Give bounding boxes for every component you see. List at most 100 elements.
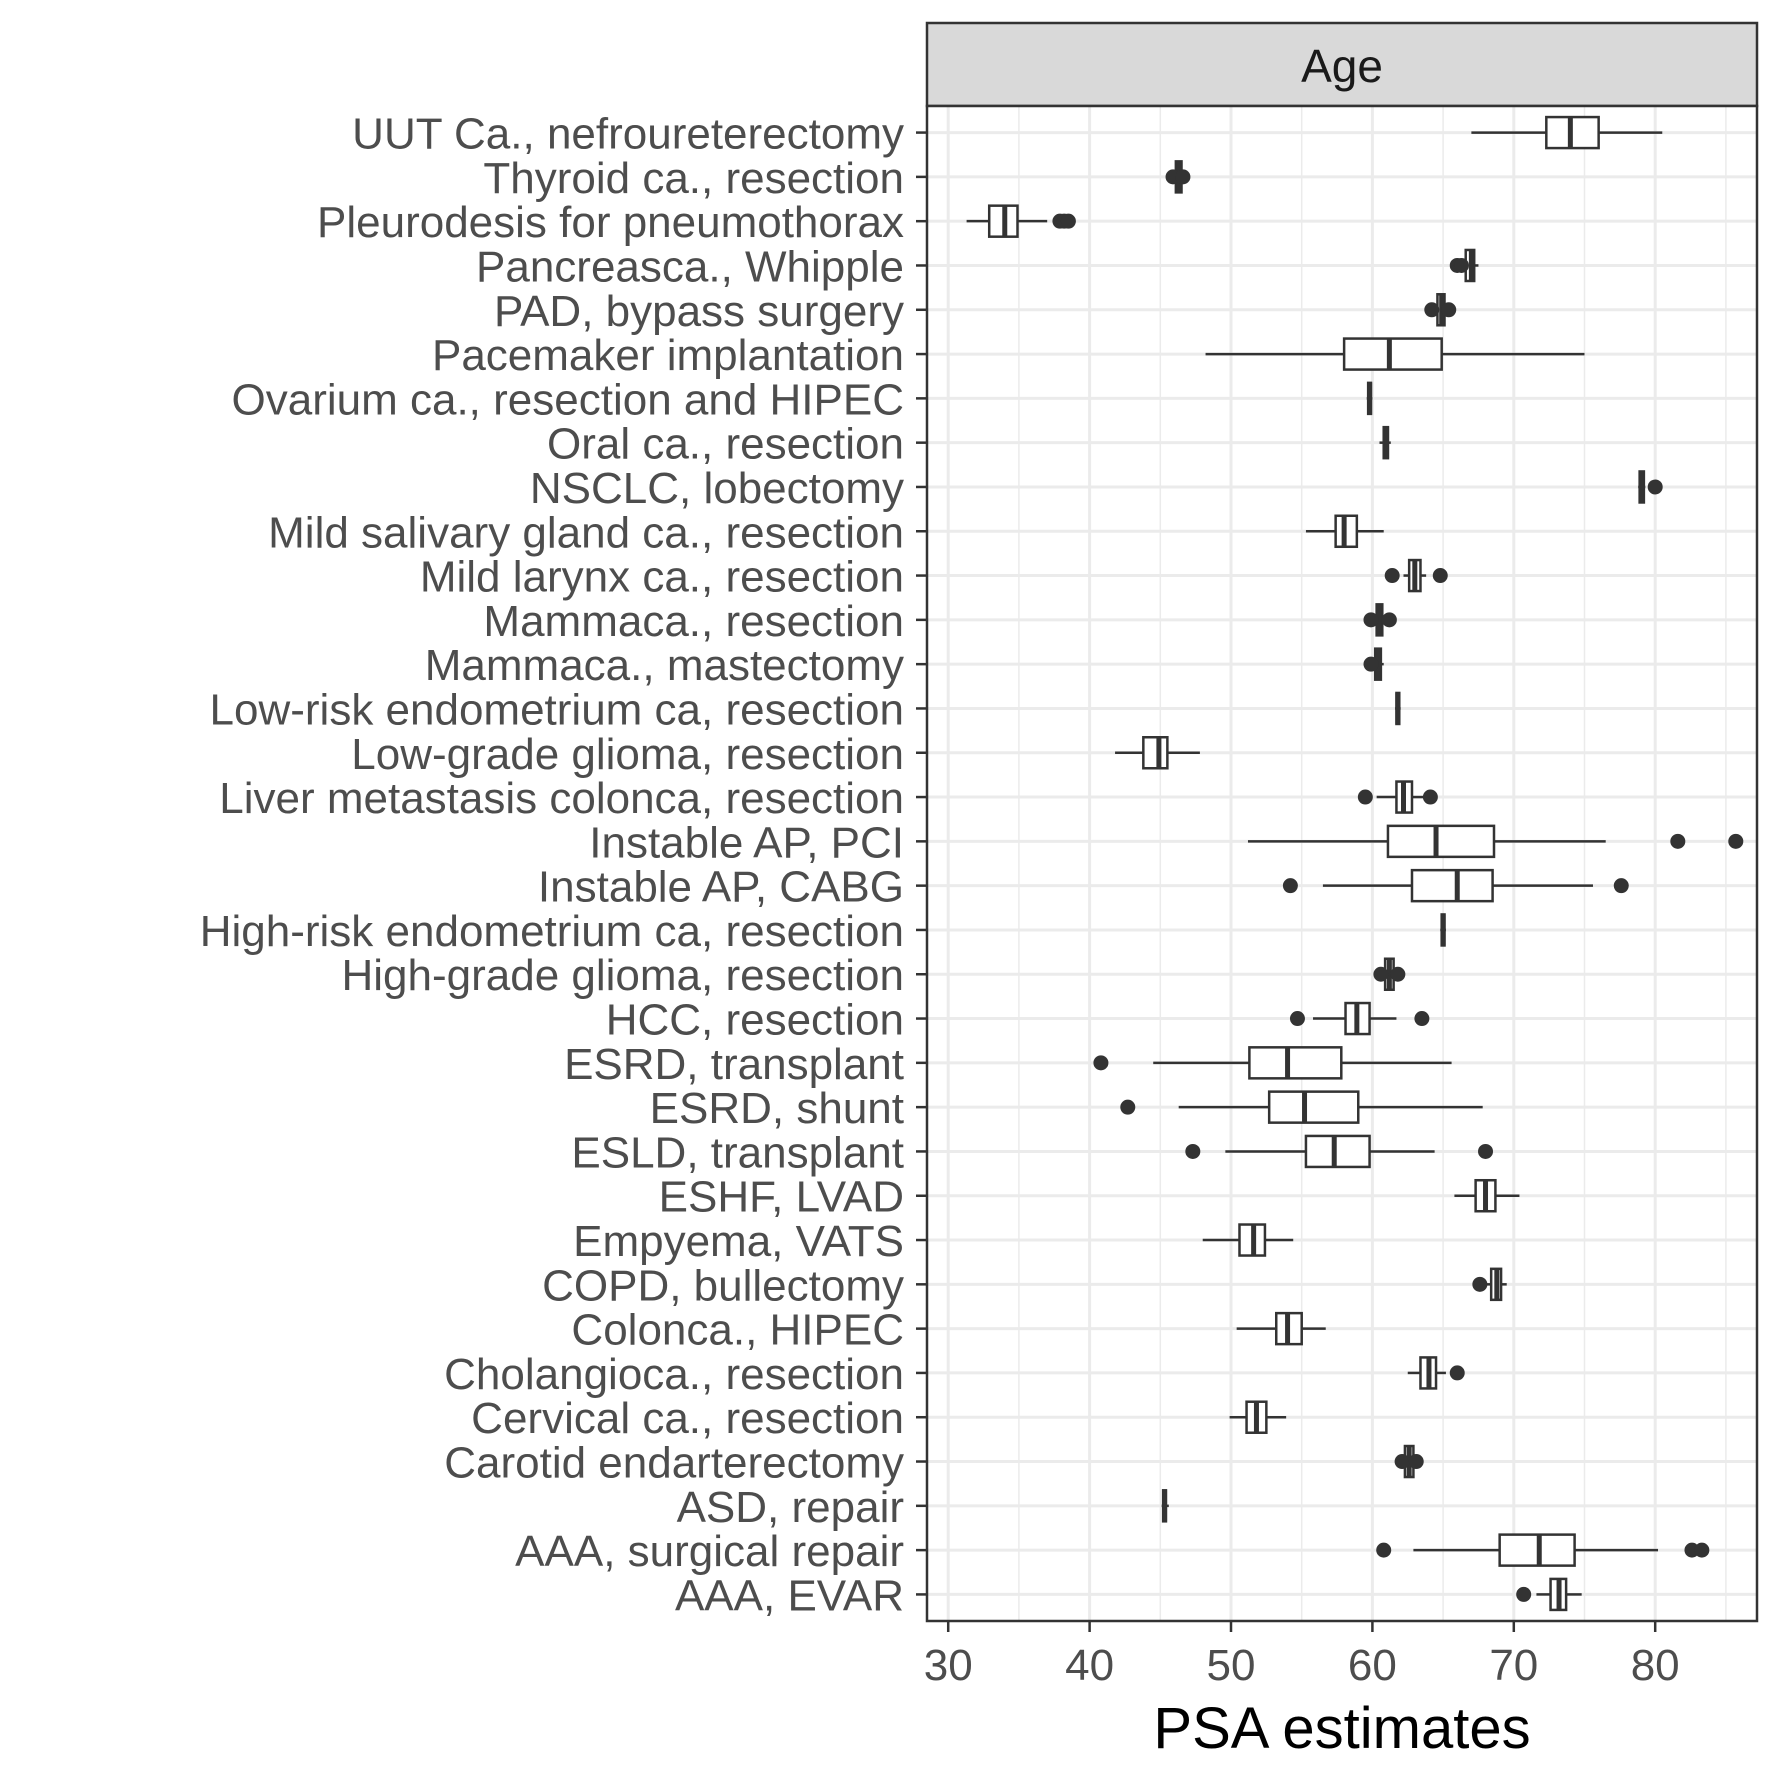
x-axis-ticks: 30 40 50 60 70 80 [924,1621,1680,1690]
category-label: Low-risk endometrium ca, resection [210,685,904,734]
box-4 [1424,293,1457,327]
outlier-point [1363,612,1379,628]
outlier-point [1060,213,1076,229]
category-label: NSCLC, lobectomy [530,464,904,513]
outlier-point [1384,568,1400,584]
box-7 [1379,425,1391,460]
outlier-point [1289,1011,1305,1027]
facet-strip [925,21,1759,108]
category-label: Oral ca., resection [547,420,904,469]
category-label: Ovarium ca., resection and HIPEC [232,375,904,424]
panel-border [925,104,1759,1623]
box-0 [1471,115,1663,150]
category-label: Cervical ca., resection [471,1394,904,1443]
box-10 [1384,558,1448,593]
box-iqr [1386,824,1496,859]
outlier-point [1647,479,1663,495]
category-label: Instable AP, PCI [589,818,904,867]
plot-panel [927,106,1757,1621]
outlier-point [1728,833,1744,849]
box-18 [1440,913,1446,947]
outlier-point [1478,1143,1494,1159]
category-label: UUT Ca., nefroureterectomy [352,110,904,159]
category-label: AAA, EVAR [675,1571,904,1620]
category-label: ESRD, shunt [650,1084,904,1133]
box-12 [1363,647,1384,681]
x-tick-label: 40 [1065,1641,1114,1690]
category-label: Mild salivary gland ca., resection [268,508,904,557]
outlier-point [1408,1454,1424,1470]
box-layer [966,115,1744,1612]
box-17 [1282,868,1629,903]
outlier-point [1394,1454,1410,1470]
category-label: Empyema, VATS [573,1217,904,1266]
category-label: ASD, repair [677,1483,904,1532]
x-tick-label: 70 [1489,1641,1538,1690]
box-iqr [1304,1134,1371,1169]
outlier-point [1376,1542,1392,1558]
category-label: COPD, bullectomy [542,1261,904,1310]
category-label: PAD, bypass surgery [494,287,904,336]
box-3 [1449,248,1479,283]
box-iqr [1267,1090,1360,1124]
box-32 [1376,1533,1710,1567]
category-label: Pleurodesis for pneumothorax [317,198,904,247]
category-label: ESHF, LVAD [659,1173,904,1222]
outlier-point [1449,1365,1465,1381]
category-label: ESLD, transplant [571,1128,904,1177]
category-label: HCC, resection [606,996,904,1045]
category-label: Mild larynx ca., resection [420,553,904,602]
category-label: Pacemaker implantation [432,331,904,380]
box-iqr [1248,1046,1343,1080]
category-label: Thyroid ca., resection [483,154,904,203]
outlier-point [1175,169,1191,185]
outlier-point [1093,1055,1109,1071]
box-24 [1454,1178,1520,1213]
x-axis-title: PSA estimates [1153,1696,1530,1761]
x-tick-label: 50 [1207,1641,1256,1690]
box-29 [1229,1400,1287,1434]
box-19 [1373,957,1406,991]
box-14 [1115,736,1200,770]
category-label: Colonca., HIPEC [571,1306,904,1355]
box-30 [1394,1444,1424,1479]
box-iqr [1342,337,1443,371]
outlier-point [1432,568,1448,584]
box-6 [1366,381,1373,416]
box-21 [1093,1046,1452,1080]
outlier-point [1694,1542,1710,1558]
outlier-point [1670,833,1686,849]
box-5 [1205,337,1585,371]
outlier-point [1613,878,1629,894]
outlier-point [1282,878,1298,894]
outlier-point [1390,966,1406,982]
box-22 [1120,1090,1483,1124]
outlier-point [1516,1586,1532,1602]
outlier-point [1381,612,1397,628]
box-20 [1289,1001,1430,1036]
outlier-point [1441,302,1457,318]
category-label: High-risk endometrium ca, resection [200,907,904,956]
box-iqr [1410,868,1494,903]
box-2 [966,204,1076,238]
outlier-point [1363,656,1379,672]
box-26 [1472,1267,1507,1302]
x-tick-label: 30 [924,1641,973,1690]
category-label: Pancreasca., Whipple [476,242,904,291]
box-13 [1395,691,1401,726]
box-15 [1357,780,1438,814]
box-28 [1407,1356,1465,1390]
box-33 [1516,1577,1582,1612]
grid-lines [927,106,1757,1621]
box-8 [1638,470,1663,504]
category-label: Mammaca., resection [483,597,904,646]
category-label: Low-grade glioma, resection [351,730,904,779]
box-9 [1305,514,1384,549]
box-31 [1161,1489,1169,1523]
box-25 [1202,1223,1294,1257]
facet-label: Age [1301,40,1383,92]
outlier-point [1422,789,1438,805]
box-27 [1236,1311,1326,1346]
